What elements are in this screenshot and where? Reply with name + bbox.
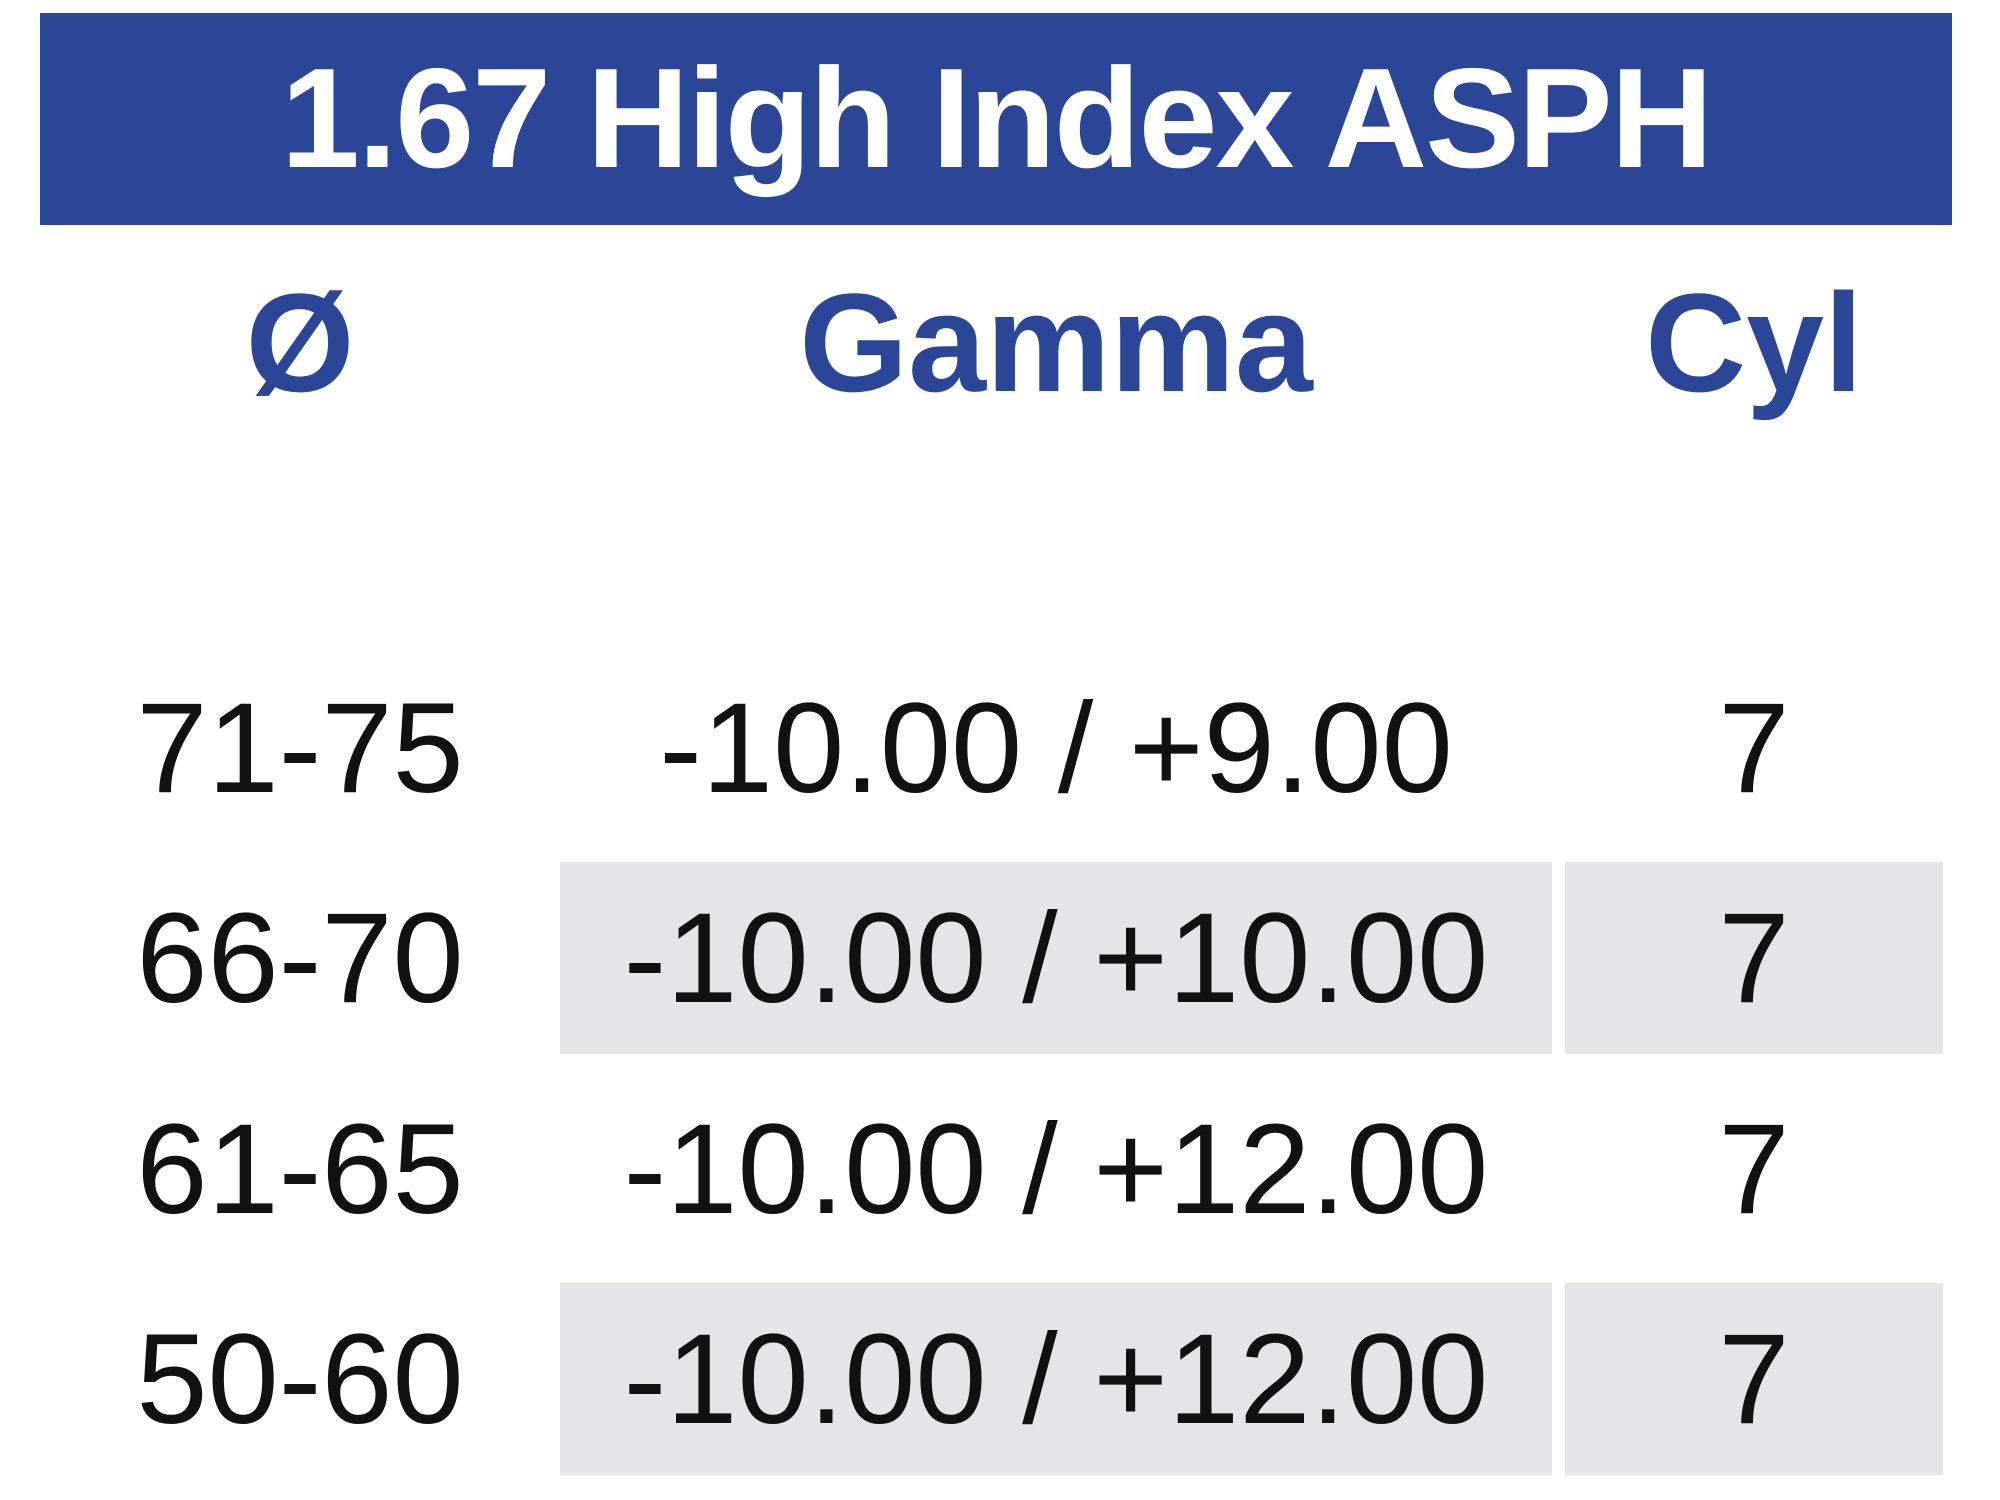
cyl-value: 7 bbox=[1565, 1283, 1943, 1475]
gamma-range-value: -10.00 / +9.00 bbox=[659, 676, 1453, 820]
cyl-value: 7 bbox=[1565, 862, 1943, 1054]
cyl-value: 7 bbox=[1718, 1097, 1790, 1241]
table-title: 1.67 High Index ASPH bbox=[280, 39, 1713, 198]
column-gap bbox=[1552, 245, 1565, 440]
gamma-range-value: -10.00 / +10.00 bbox=[560, 862, 1552, 1054]
table-row: 71-75 -10.00 / +9.00 7 bbox=[40, 652, 1943, 844]
table-title-banner: 1.67 High Index ASPH bbox=[40, 13, 1952, 225]
column-gap bbox=[1552, 1073, 1565, 1265]
column-header-diameter: Ø bbox=[245, 263, 355, 421]
column-header-row: Ø Gamma Cyl bbox=[40, 245, 1943, 440]
gamma-range-value: -10.00 / +12.00 bbox=[560, 1283, 1552, 1475]
column-gap bbox=[1552, 862, 1565, 1054]
column-header-cyl: Cyl bbox=[1645, 263, 1863, 421]
cyl-value: 7 bbox=[1718, 676, 1790, 820]
table-row: 66-70 -10.00 / +10.00 7 bbox=[40, 862, 1943, 1054]
column-gap bbox=[1552, 652, 1565, 844]
diameter-value: 71-75 bbox=[136, 676, 464, 820]
table-row: 61-65 -10.00 / +12.00 7 bbox=[40, 1073, 1943, 1265]
diameter-value: 50-60 bbox=[136, 1307, 464, 1451]
diameter-value: 66-70 bbox=[136, 886, 464, 1030]
column-gap bbox=[1552, 1283, 1565, 1475]
diameter-value: 61-65 bbox=[136, 1097, 464, 1241]
column-header-gamma: Gamma bbox=[799, 263, 1313, 421]
gamma-range-value: -10.00 / +12.00 bbox=[623, 1097, 1489, 1241]
table-row: 50-60 -10.00 / +12.00 7 bbox=[40, 1283, 1943, 1475]
